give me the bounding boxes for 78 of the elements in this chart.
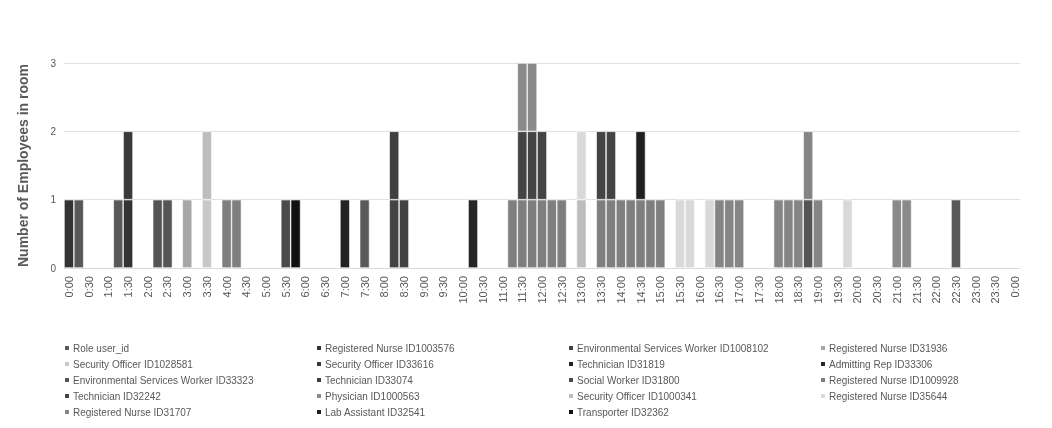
legend-label: Social Worker ID31800: [577, 374, 681, 386]
x-tick-label: 4:30: [240, 276, 253, 298]
bar: [182, 199, 193, 268]
x-tick-label: 8:30: [398, 276, 411, 298]
bar: [339, 199, 350, 268]
x-tick-label: 16:30: [713, 276, 726, 304]
x-tick-label: 1:30: [122, 276, 135, 298]
legend-label: Environmental Services Worker ID1008102: [577, 342, 770, 354]
x-tick-label: 21:00: [890, 276, 903, 304]
bar: [359, 199, 370, 268]
x-tick-label: 20:00: [851, 276, 864, 304]
x-tick-label: 2:30: [161, 276, 174, 298]
legend-label: Technician ID33074: [325, 374, 414, 386]
legend-label: Physician ID1000563: [325, 390, 420, 402]
x-tick-label: 18:00: [772, 276, 785, 304]
x-tick-label: 12:30: [555, 276, 568, 304]
legend-label: Registered Nurse ID35644: [829, 390, 948, 402]
legend-label: Transporter ID32362: [577, 406, 670, 418]
legend-label: Registered Nurse ID1003576: [325, 342, 455, 354]
x-tick-label: 17:30: [752, 276, 765, 304]
legend-label: Role user_id: [73, 342, 130, 354]
x-tick-label: 3:30: [200, 276, 213, 298]
x-tick-label: 2:00: [141, 276, 154, 298]
y-tick-label: 1: [50, 194, 57, 206]
y-axis-title: Number of Employees in room: [15, 63, 31, 268]
x-tick-label: 9:00: [417, 276, 430, 298]
x-tick-label: 5:00: [260, 276, 273, 298]
x-tick-label: 11:30: [516, 276, 529, 303]
x-tick-label: 10:30: [476, 276, 489, 304]
x-tick-label: 10:00: [457, 276, 470, 304]
x-tick-label: 21:30: [910, 276, 923, 304]
x-tick-label: 15:00: [654, 276, 667, 304]
legend-label: Technician ID32242: [73, 390, 162, 402]
legend-label: Registered Nurse ID31936: [829, 342, 948, 354]
x-tick-label: 22:30: [949, 276, 962, 304]
x-tick-label: 18:30: [792, 276, 805, 304]
x-tick-label: 0:00: [62, 276, 75, 298]
y-tick-label: 2: [50, 125, 57, 137]
x-tick-label: 4:00: [220, 276, 233, 298]
x-tick-label: 23:30: [989, 276, 1002, 304]
x-tick-label: 9:30: [437, 276, 450, 298]
legend-label: Registered Nurse ID31707: [73, 406, 192, 418]
legend-label: Admitting Rep ID33306: [829, 358, 933, 370]
x-tick-label: 15:30: [673, 276, 686, 304]
x-tick-label: 17:00: [733, 276, 746, 304]
x-tick-label: 13:00: [575, 276, 588, 304]
x-tick-label: 11:00: [496, 276, 509, 303]
x-tick-label: 6:30: [319, 276, 332, 298]
x-tick-label: 3:00: [181, 276, 194, 298]
x-tick-label: 0:00: [1009, 276, 1022, 298]
x-tick-label: 12:00: [536, 276, 548, 304]
bar: [468, 199, 478, 268]
x-tick-label: 14:00: [614, 276, 627, 304]
legend-label: Security Officer ID1000341: [577, 390, 698, 402]
legend-label: Security Officer ID33616: [325, 358, 435, 370]
x-tick-label: 16:00: [693, 276, 706, 304]
legend-label: Lab Assistant ID32541: [325, 406, 426, 418]
x-tick-label: 22:00: [930, 276, 943, 304]
x-tick-label: 7:00: [338, 276, 351, 298]
y-tick-label: 0: [50, 262, 57, 274]
x-tick-label: 0:30: [82, 276, 95, 298]
legend-label: Technician ID31819: [577, 358, 666, 370]
bar: [951, 199, 961, 268]
x-tick-label: 5:30: [279, 276, 292, 298]
x-tick-label: 20:30: [871, 276, 884, 304]
legend-label: Security Officer ID1028581: [73, 358, 194, 370]
y-tick-label: 3: [50, 57, 57, 69]
x-tick-label: 1:00: [102, 276, 115, 298]
x-tick-label: 13:30: [595, 276, 608, 304]
x-tick-label: 14:30: [634, 276, 647, 304]
x-tick-label: 8:00: [378, 276, 391, 298]
x-tick-label: 19:00: [811, 276, 824, 304]
legend-label: Environmental Services Worker ID33323: [73, 374, 254, 386]
x-tick-label: 23:00: [969, 276, 982, 304]
x-tick-label: 7:30: [358, 276, 371, 298]
legend-label: Registered Nurse ID1009928: [829, 374, 959, 386]
x-tick-label: 19:30: [831, 276, 844, 304]
x-tick-label: 6:00: [299, 276, 312, 298]
